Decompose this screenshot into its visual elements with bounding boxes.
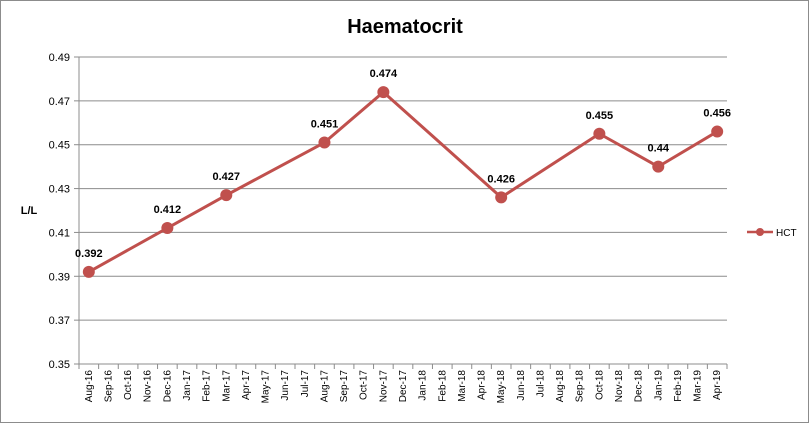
x-tick-label: Jan-18 <box>418 370 429 401</box>
y-axis-label: L/L <box>21 205 38 217</box>
data-label: 0.392 <box>75 248 103 260</box>
x-tick-label: Jun-18 <box>516 370 527 401</box>
data-label: 0.427 <box>213 171 241 183</box>
x-tick-label: Jul-17 <box>300 370 311 398</box>
x-tick-label: Apr-19 <box>712 370 723 400</box>
x-tick-label: Sep-18 <box>575 370 586 403</box>
y-tick-label: 0.49 <box>49 52 70 64</box>
data-labels: 0.392 0.412 0.427 0.451 0.474 0.426 0.455 0.44 0… <box>75 68 731 260</box>
legend-marker <box>756 228 764 236</box>
y-tick-label: 0.47 <box>49 96 70 108</box>
data-label: 0.455 <box>586 110 614 122</box>
x-tick-label: Oct-16 <box>123 370 134 400</box>
data-point <box>82 265 95 278</box>
x-tick-label: Sep-16 <box>103 370 114 403</box>
x-tick-label: Oct-17 <box>359 370 370 400</box>
x-tick-label: Jan-17 <box>182 370 193 401</box>
x-tick-label: Nov-18 <box>614 370 625 403</box>
x-tick-label: Aug-17 <box>319 370 330 403</box>
y-tick-label: 0.41 <box>49 227 70 239</box>
x-tick-label: Aug-18 <box>555 370 566 403</box>
x-tick-label: Feb-18 <box>437 370 448 402</box>
data-point <box>220 189 233 202</box>
legend-label-hct: HCT <box>776 228 797 239</box>
data-point <box>161 222 174 235</box>
data-label: 0.451 <box>311 119 339 131</box>
data-point <box>318 136 331 149</box>
x-tick-label: Apr-17 <box>241 370 252 400</box>
x-tick-label: Nov-17 <box>378 370 389 403</box>
x-tick-label: Jun-17 <box>280 370 291 401</box>
y-tick-label: 0.43 <box>49 184 70 196</box>
y-tick-label: 0.35 <box>49 359 70 371</box>
gridlines <box>74 56 727 365</box>
data-label: 0.44 <box>648 143 670 155</box>
x-tick-label: Aug-16 <box>84 370 95 403</box>
x-tick-label: Dec-16 <box>162 370 173 403</box>
chart-title: Haematocrit <box>347 16 463 38</box>
data-point <box>593 127 606 140</box>
series-line-hct <box>88 90 718 274</box>
series-hct <box>82 86 724 278</box>
x-tick-label: Feb-19 <box>673 370 684 402</box>
x-tick-label: May-17 <box>261 370 272 404</box>
data-point <box>652 160 665 173</box>
axes <box>78 57 728 369</box>
x-tick-label: Sep-17 <box>339 370 350 403</box>
x-tick-label: Dec-18 <box>634 370 645 403</box>
x-tick-labels: Aug-16 Sep-16 Oct-16 Nov-16 Dec-16 Jan-17 Feb-… <box>84 370 723 404</box>
data-label: 0.474 <box>370 68 398 80</box>
data-label: 0.412 <box>154 204 182 216</box>
y-tick-label: 0.45 <box>49 140 70 152</box>
y-tick-label: 0.37 <box>49 315 70 327</box>
data-label: 0.456 <box>703 108 731 120</box>
x-tick-label: Jul-18 <box>535 370 546 398</box>
x-tick-label: Mar-19 <box>693 370 704 402</box>
x-tick-label: Dec-17 <box>398 370 409 403</box>
data-point <box>377 86 390 99</box>
x-tick-label: Jan-19 <box>653 370 664 401</box>
x-tick-label: Apr-18 <box>477 370 488 400</box>
x-tick-label: Nov-16 <box>143 370 154 403</box>
x-tick-label: Mar-17 <box>221 370 232 402</box>
x-tick-label: Feb-17 <box>202 370 213 402</box>
x-tick-label: Mar-18 <box>457 370 468 402</box>
x-tick-label: May-18 <box>496 370 507 404</box>
y-tick-label: 0.39 <box>49 271 70 283</box>
data-point <box>495 191 508 204</box>
x-tick-label: Oct-18 <box>594 370 605 400</box>
legend: HCT <box>747 228 797 239</box>
data-label: 0.426 <box>487 173 515 185</box>
y-tick-labels: 0.35 0.37 0.39 0.41 0.43 0.45 0.47 0.49 <box>49 52 70 371</box>
data-point <box>711 125 724 138</box>
